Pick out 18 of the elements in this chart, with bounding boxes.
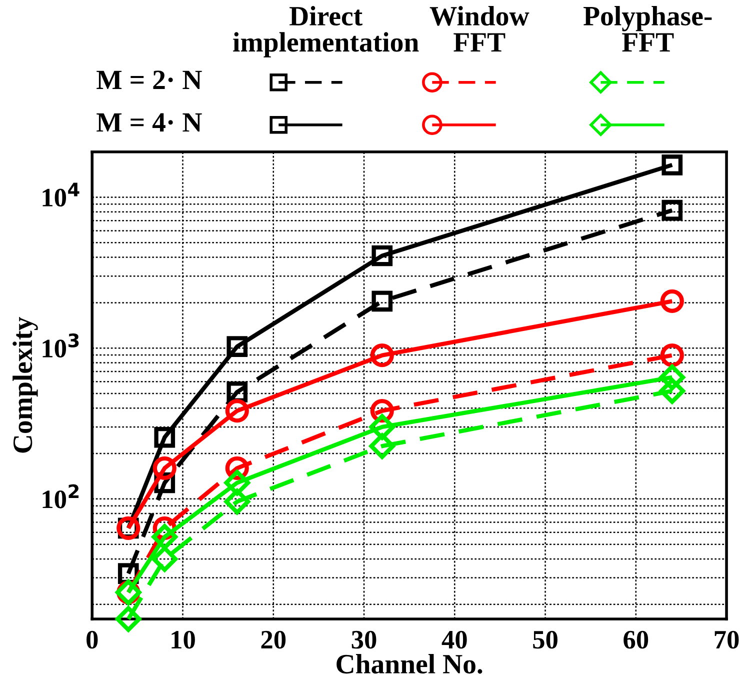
text: Window FFT [430, 6, 530, 52]
x-tick-label: 10 [172, 630, 195, 649]
x-axis-title: Channel No. [336, 654, 482, 674]
x-tick-label: 70 [714, 630, 739, 649]
y-tick-label: 10$^{3}$ [42, 333, 79, 358]
y-tick-label: 10$^{2}$ [42, 484, 79, 508]
x-tick-label: 20 [261, 630, 286, 649]
y-tick-label: 10$^{4}$ [42, 182, 80, 207]
text: M = 2· N [96, 70, 202, 90]
x-tick-label: 30 [352, 630, 376, 649]
x-tick-label: 50 [533, 630, 558, 649]
text: M = 4· N [96, 113, 202, 132]
y-axis-title: Complexity [12, 317, 38, 453]
text: Polyphase- FFT [584, 6, 712, 52]
x-tick-label: 60 [624, 630, 648, 649]
x-tick-label: 0 [86, 630, 98, 649]
x-tick-label: 40 [442, 630, 467, 649]
text: Direct implementation [233, 6, 419, 58]
